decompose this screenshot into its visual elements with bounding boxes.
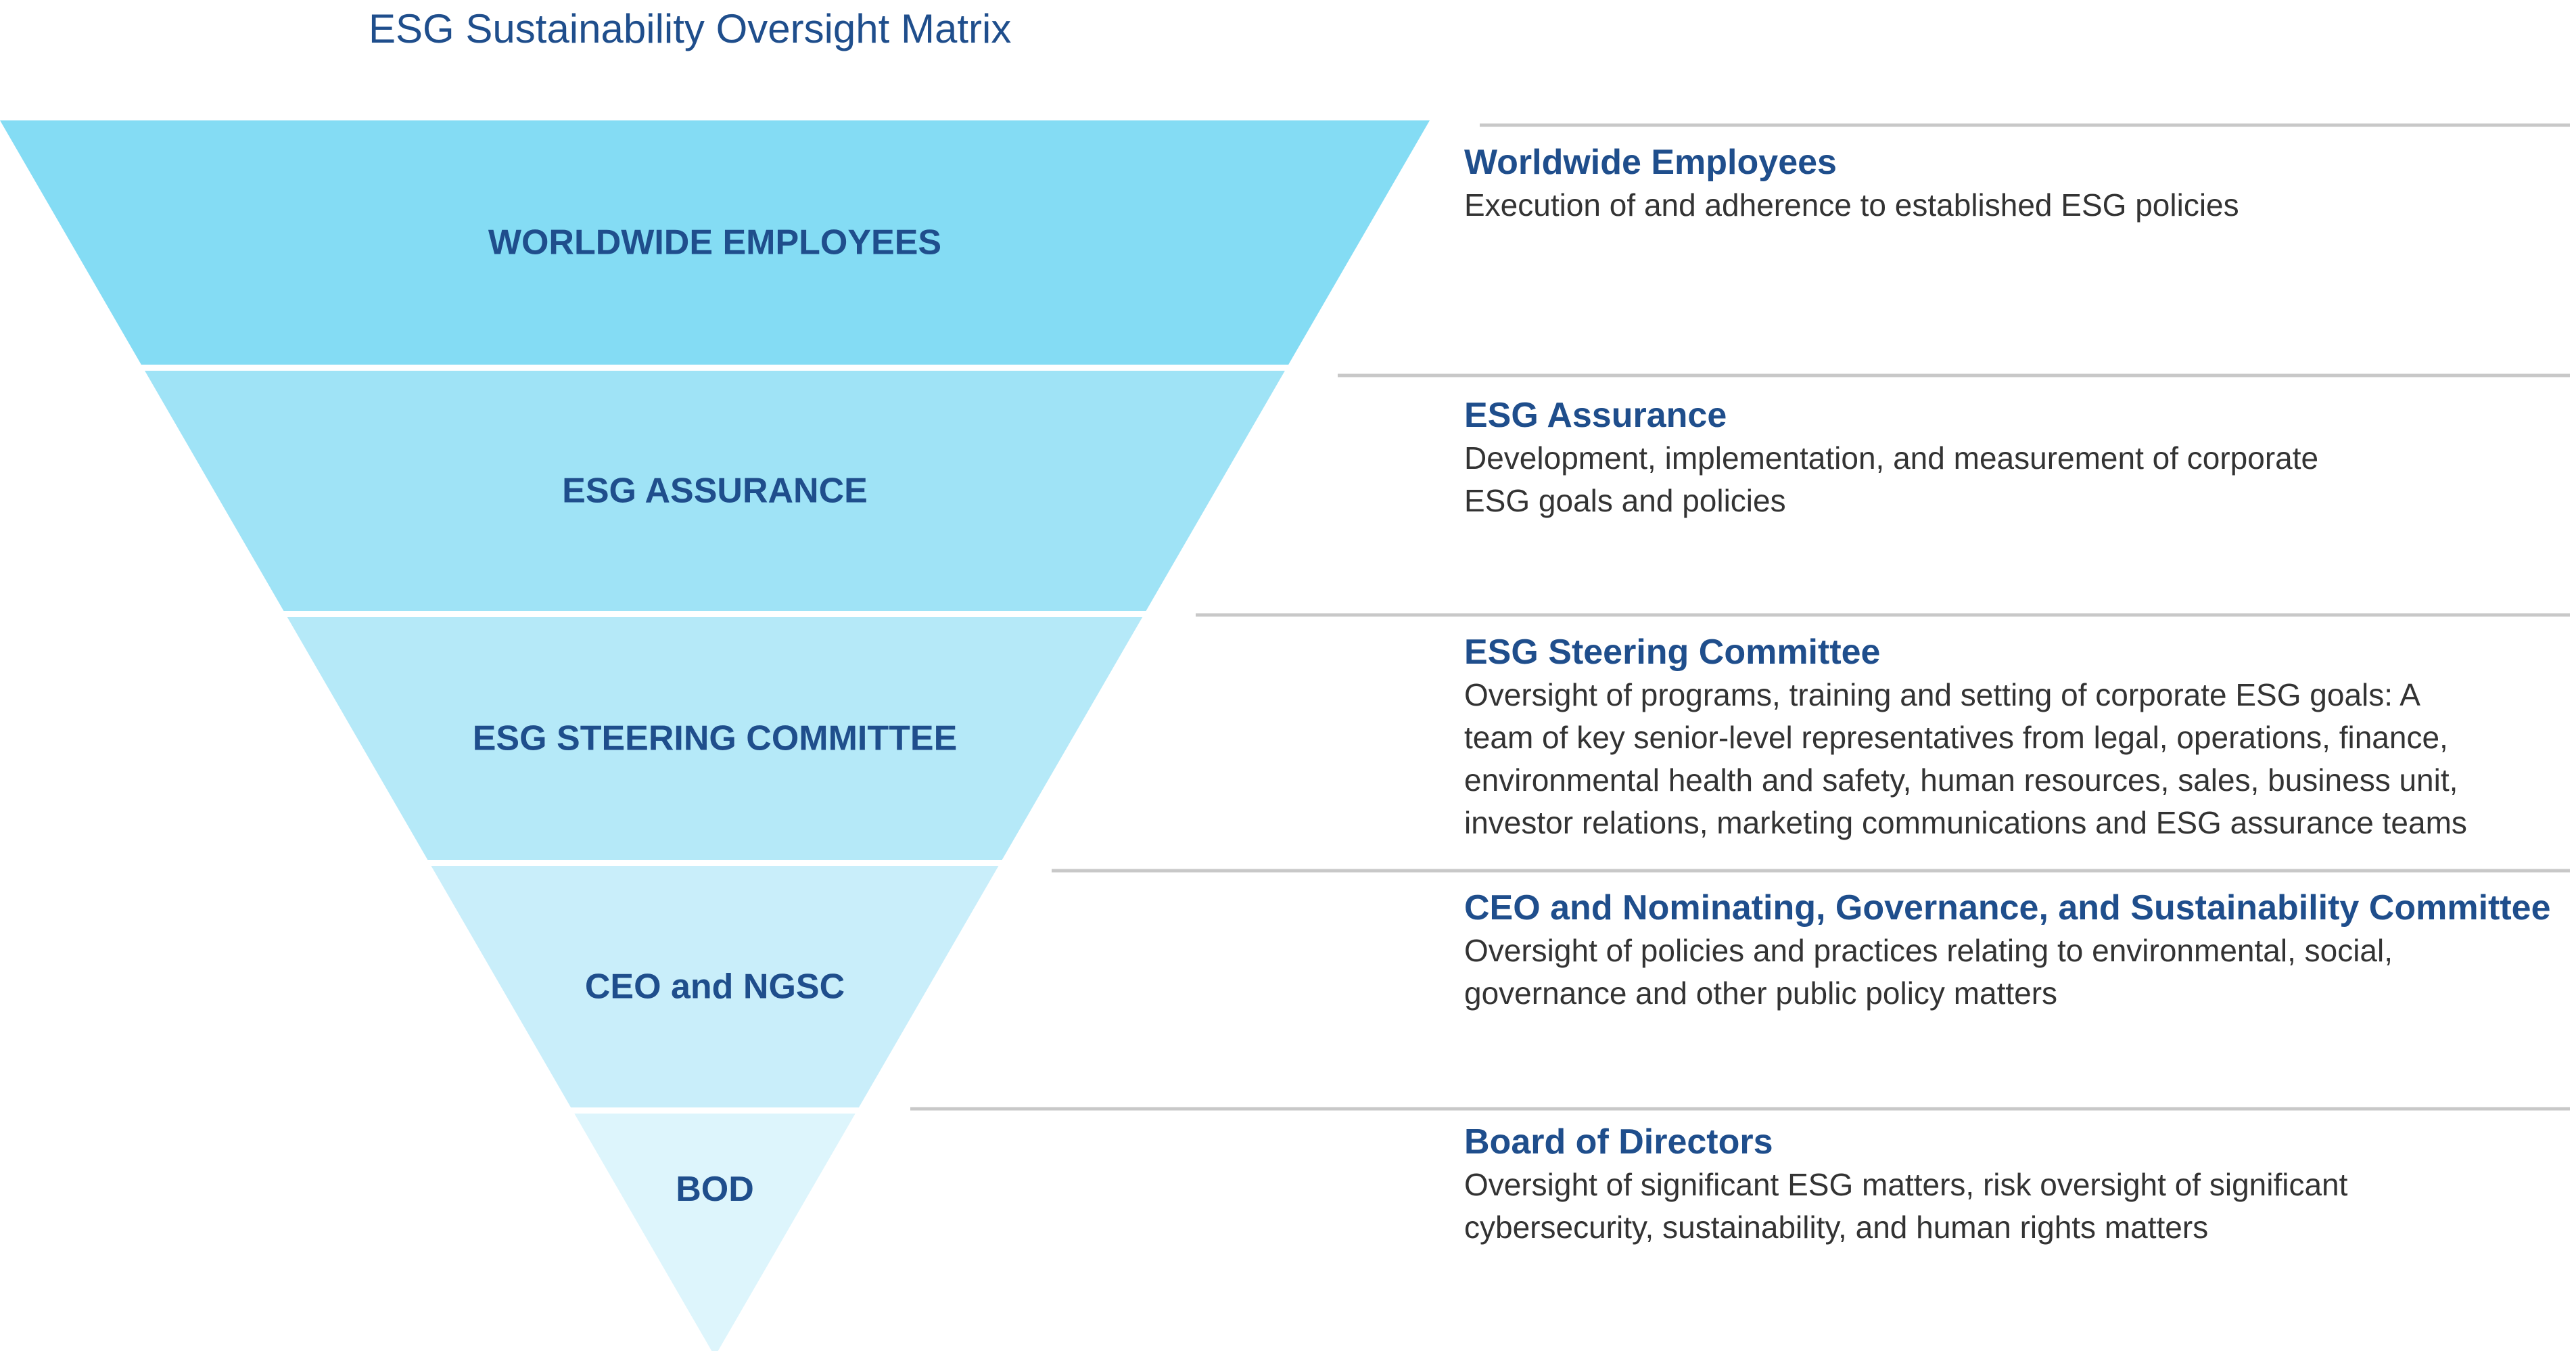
tier-heading: ESG Assurance — [1464, 396, 1727, 435]
tier-description-line: Oversight of policies and practices rela… — [1464, 933, 2393, 968]
pyramid-tier-label: ESG STEERING COMMITTEE — [473, 719, 958, 758]
tier-description: Development, implementation, and measure… — [1464, 437, 2560, 522]
tier-description-line: ESG goals and policies — [1464, 483, 1786, 518]
pyramid-tier — [145, 371, 1285, 611]
pyramid-tier — [287, 617, 1143, 860]
tier-description-block: CEO and Nominating, Governance, and Sust… — [1464, 886, 2560, 1015]
pyramid-tier-label: BOD — [676, 1170, 754, 1209]
tier-heading: Board of Directors — [1464, 1122, 1773, 1162]
pyramid-tier — [574, 1114, 856, 1351]
pyramid-tier — [0, 120, 1430, 365]
tier-description-block: Board of Directors Oversight of significa… — [1464, 1120, 2560, 1249]
tier-description-line: Development, implementation, and measure… — [1464, 440, 2319, 476]
tier-description-line: team of key senior-level representatives… — [1464, 720, 2448, 755]
page-title: ESG Sustainability Oversight Matrix — [369, 6, 1012, 51]
tier-description-line: Oversight of programs, training and sett… — [1464, 677, 2420, 712]
tier-description-line: environmental health and safety, human r… — [1464, 762, 2458, 798]
pyramid-tier-label: ESG ASSURANCE — [562, 472, 868, 511]
tier-heading: ESG Steering Committee — [1464, 633, 1881, 672]
tier-description-block: ESG Steering Committee Oversight of progr… — [1464, 631, 2560, 844]
tier-description-line: governance and other public policy matte… — [1464, 976, 2058, 1011]
tier-description-block: ESG Assurance Development, implementation… — [1464, 394, 2560, 522]
pyramid-tier-label: WORLDWIDE EMPLOYEES — [488, 223, 941, 262]
pyramid-tier — [431, 866, 999, 1107]
tier-description-line: cybersecurity, sustainability, and human… — [1464, 1210, 2209, 1245]
tier-description: Oversight of policies and practices rela… — [1464, 930, 2560, 1015]
tier-heading: Worldwide Employees — [1464, 143, 1837, 182]
tier-description-line: Execution of and adherence to establishe… — [1464, 187, 2239, 223]
tier-description: Oversight of programs, training and sett… — [1464, 674, 2560, 844]
tier-description-line: investor relations, marketing communicat… — [1464, 805, 2467, 840]
tier-heading: CEO and Nominating, Governance, and Sust… — [1464, 888, 2551, 928]
pyramid-tier-label: CEO and NGSC — [585, 967, 845, 1007]
tier-description-line: Oversight of significant ESG matters, ri… — [1464, 1167, 2348, 1202]
tier-description: Execution of and adherence to establishe… — [1464, 184, 2560, 227]
tier-description-block: Worldwide Employees Execution of and adhe… — [1464, 141, 2560, 227]
tier-description: Oversight of significant ESG matters, ri… — [1464, 1164, 2560, 1249]
